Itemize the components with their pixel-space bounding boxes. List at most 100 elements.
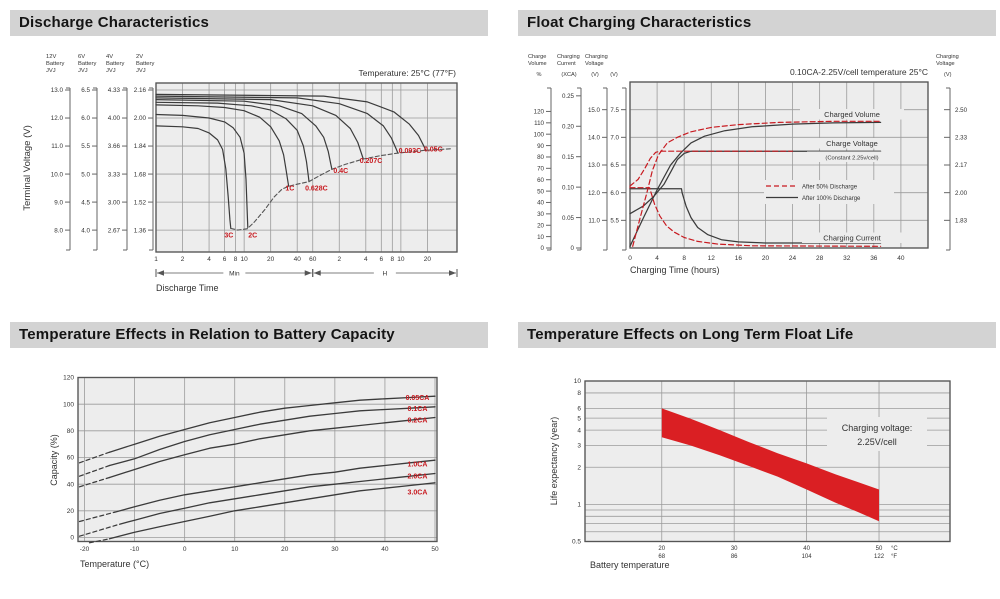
svg-text:6: 6 [577, 406, 581, 413]
svg-text:6.5: 6.5 [81, 87, 90, 94]
svg-text:6: 6 [380, 256, 384, 263]
svg-text:8: 8 [577, 390, 581, 397]
svg-text:Discharge Time: Discharge Time [156, 283, 219, 293]
svg-text:2.00: 2.00 [955, 190, 968, 197]
svg-text:Charging voltage:: Charging voltage: [842, 423, 913, 433]
svg-text:90: 90 [537, 143, 544, 150]
svg-text:86: 86 [731, 554, 738, 560]
svg-text:5: 5 [577, 415, 581, 422]
svg-text:100: 100 [534, 131, 545, 138]
svg-text:5.5: 5.5 [610, 218, 619, 225]
svg-text:H: H [383, 270, 388, 277]
svg-text:40: 40 [537, 200, 544, 207]
svg-text:Charging: Charging [585, 54, 608, 60]
svg-text:Voltage: Voltage [585, 61, 604, 67]
svg-text:4: 4 [655, 255, 659, 262]
svg-text:12V: 12V [46, 54, 56, 60]
svg-text:68: 68 [658, 554, 665, 560]
svg-text:Battery: Battery [106, 61, 124, 67]
svg-text:50: 50 [876, 546, 883, 552]
svg-text:0.093C: 0.093C [399, 148, 422, 155]
svg-text:4.00: 4.00 [108, 115, 121, 122]
svg-text:After 50% Discharge: After 50% Discharge [802, 185, 858, 191]
svg-text:2: 2 [181, 256, 185, 263]
svg-text:100: 100 [63, 401, 74, 408]
svg-text:2.50: 2.50 [955, 107, 968, 114]
svg-text:3.00: 3.00 [108, 199, 121, 206]
svg-text:4V: 4V [106, 54, 113, 60]
svg-text:7.5: 7.5 [610, 107, 619, 114]
svg-text:-20: -20 [80, 546, 90, 553]
svg-text:60: 60 [537, 177, 544, 184]
svg-text:8: 8 [391, 256, 395, 263]
section-title: Temperature Effects on Long Term Float L… [527, 326, 854, 343]
svg-text:8.0: 8.0 [54, 227, 63, 234]
svg-text:4: 4 [364, 256, 368, 263]
svg-text:Charge: Charge [528, 54, 546, 60]
svg-text:10: 10 [397, 256, 405, 263]
svg-text:104: 104 [802, 554, 813, 560]
svg-text:10.0: 10.0 [51, 171, 64, 178]
svg-text:3C: 3C [224, 233, 233, 240]
svg-text:40: 40 [803, 546, 810, 552]
svg-text:0.10CA-2.25V/cell temperature: 0.10CA-2.25V/cell temperature 25°C [790, 67, 928, 77]
svg-text:4.5: 4.5 [81, 199, 90, 206]
svg-text:Battery: Battery [136, 61, 154, 67]
svg-text:11.0: 11.0 [51, 143, 63, 150]
svg-text:120: 120 [534, 109, 545, 116]
svg-text:Charging Current: Charging Current [823, 234, 881, 243]
svg-text:3: 3 [577, 443, 581, 450]
svg-text:13.0: 13.0 [588, 162, 601, 169]
svg-text:8: 8 [682, 255, 686, 262]
svg-text:%: % [537, 72, 542, 78]
svg-text:4: 4 [207, 256, 211, 263]
float-life-chart: Charging voltage:2.25V/cell1086543210.52… [549, 378, 951, 570]
svg-text:After 100% Discharge: After 100% Discharge [802, 196, 861, 202]
svg-text:JVJ: JVJ [46, 68, 56, 74]
svg-text:32: 32 [843, 255, 851, 262]
svg-text:1.68: 1.68 [134, 171, 147, 178]
svg-text:5.5: 5.5 [81, 143, 90, 150]
svg-text:1.36: 1.36 [134, 227, 147, 234]
svg-text:(V): (V) [610, 72, 618, 78]
svg-text:20: 20 [424, 256, 432, 263]
svg-text:6V: 6V [78, 54, 85, 60]
svg-text:Charging: Charging [936, 54, 959, 60]
svg-text:JVJ: JVJ [136, 68, 146, 74]
svg-text:60: 60 [67, 455, 75, 462]
svg-text:20: 20 [537, 222, 544, 229]
svg-text:0.4C: 0.4C [333, 168, 348, 175]
svg-text:0.15: 0.15 [562, 154, 575, 161]
svg-text:40: 40 [897, 255, 905, 262]
svg-text:4.33: 4.33 [108, 87, 121, 94]
svg-text:50: 50 [537, 188, 544, 195]
svg-text:JVJ: JVJ [78, 68, 88, 74]
svg-text:6: 6 [223, 256, 227, 263]
svg-text:0.05CA: 0.05CA [406, 395, 430, 402]
svg-text:Charging Time (hours): Charging Time (hours) [630, 265, 720, 275]
section-header-discharge: Discharge Characteristics [10, 10, 488, 36]
svg-text:Capacity (%): Capacity (%) [49, 434, 59, 486]
svg-text:°F: °F [891, 554, 897, 560]
svg-text:10: 10 [241, 256, 249, 263]
svg-text:1: 1 [577, 502, 581, 509]
svg-text:Charged Volume: Charged Volume [824, 110, 880, 119]
svg-text:4.0: 4.0 [81, 227, 90, 234]
svg-text:28: 28 [816, 255, 824, 262]
svg-text:Voltage: Voltage [936, 61, 955, 67]
svg-text:3.0CA: 3.0CA [408, 489, 428, 496]
svg-text:16: 16 [735, 255, 743, 262]
svg-text:0.1CA: 0.1CA [408, 406, 428, 413]
svg-text:0.05C: 0.05C [424, 146, 443, 153]
svg-text:2.67: 2.67 [108, 227, 121, 234]
svg-text:20: 20 [67, 508, 75, 515]
section-header-float-charging: Float Charging Characteristics [518, 10, 996, 36]
svg-text:60: 60 [309, 256, 317, 263]
svg-text:Life expectancy (year): Life expectancy (year) [549, 417, 559, 506]
svg-text:JVJ: JVJ [106, 68, 116, 74]
section-title: Float Charging Characteristics [527, 14, 752, 31]
svg-text:4: 4 [577, 427, 581, 434]
svg-text:Charge Voltage: Charge Voltage [826, 139, 878, 148]
svg-text:1.0CA: 1.0CA [408, 461, 428, 468]
